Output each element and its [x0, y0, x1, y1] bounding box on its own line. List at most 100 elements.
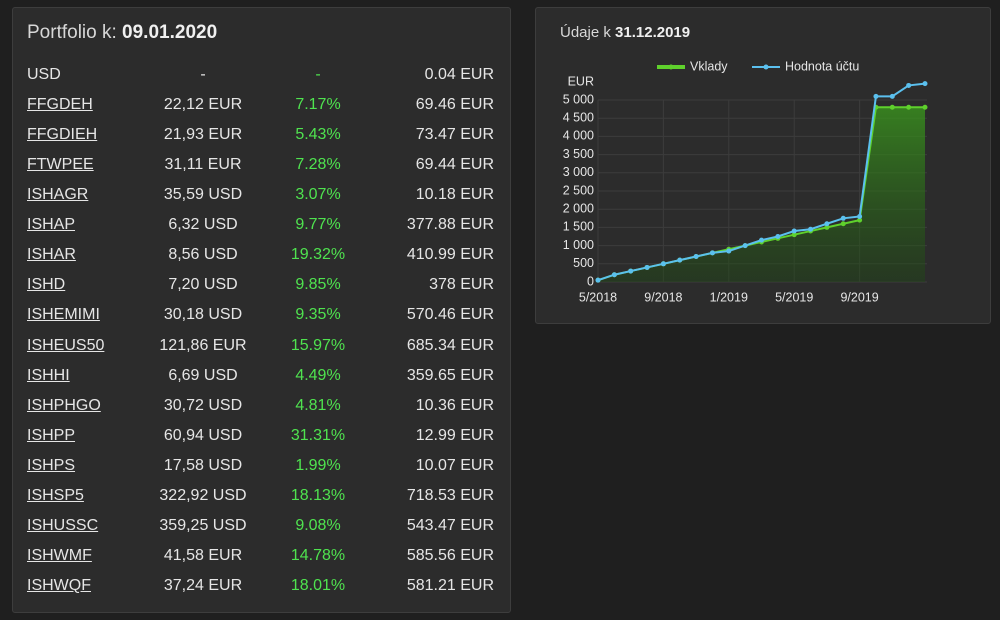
symbol[interactable]: ISHPP [27, 426, 76, 444]
value: 12.99 EUR [415, 426, 494, 444]
y-tick-label: 4 000 [563, 129, 594, 143]
change: 18.13% [290, 486, 346, 504]
change: 3.07% [295, 186, 341, 204]
price: 8,56 USD [168, 246, 238, 264]
holding-row: ISHUSSC 359,25 USD 9.08% 543.47 EUR [13, 517, 512, 547]
symbol[interactable]: FFGDEH [27, 96, 93, 114]
point [595, 277, 601, 283]
y-tick-label: 4 500 [563, 110, 594, 124]
area [598, 107, 925, 282]
change: 4.49% [295, 366, 341, 384]
change: 7.17% [295, 96, 341, 114]
y-tick-label: 500 [573, 256, 594, 270]
change: 9.35% [295, 306, 341, 324]
x-tick-label: 9/2018 [644, 290, 682, 304]
point [726, 248, 732, 254]
symbol[interactable]: ISHSP5 [27, 486, 84, 504]
holding-row: ISHPS 17,58 USD 1.99% 10.07 EUR [13, 457, 512, 487]
point [906, 104, 912, 110]
holding-row: FFGDEH 22,12 EUR 7.17% 69.46 EUR [13, 96, 512, 126]
y-tick-label: 3 500 [563, 147, 594, 161]
price: 6,69 USD [168, 366, 238, 384]
symbol[interactable]: ISHEUS50 [27, 336, 105, 354]
holding-row: ISHEMIMI 30,18 USD 9.35% 570.46 EUR [13, 306, 512, 336]
symbol[interactable]: ISHAP [27, 216, 76, 234]
value: 377.88 EUR [406, 216, 494, 234]
price: 30,18 USD [163, 306, 243, 324]
legend-label: Vklady [690, 59, 728, 73]
holding-row: ISHHI 6,69 USD 4.49% 359.65 EUR [13, 367, 512, 397]
change: 31.31% [290, 426, 346, 444]
point [742, 243, 748, 249]
point [611, 272, 617, 278]
point [709, 250, 715, 256]
point [775, 234, 781, 239]
symbol[interactable]: ISHWQF [27, 577, 91, 595]
value: 359.65 EUR [406, 366, 494, 384]
x-tick-label: 5/2018 [579, 290, 617, 304]
value: 73.47 EUR [415, 126, 494, 144]
portfolio-panel: Portfolio k: 09.01.2020 USD - - 0.04 EUR FFG… [12, 7, 511, 613]
value: 585.56 EUR [406, 546, 494, 564]
change: 7.28% [295, 156, 341, 174]
value: 69.44 EUR [415, 156, 494, 174]
price: 22,12 EUR [163, 96, 243, 114]
holding-row: USD - - 0.04 EUR [13, 66, 512, 96]
price: 35,59 USD [163, 186, 243, 204]
y-axis-label: EUR [568, 74, 594, 88]
symbol[interactable]: FTWPEE [27, 156, 94, 174]
holding-row: ISHWQF 37,24 EUR 18.01% 581.21 EUR [13, 577, 512, 607]
point [644, 264, 650, 270]
symbol[interactable]: ISHPHGO [27, 396, 101, 414]
holding-row: ISHAP 6,32 USD 9.77% 377.88 EUR [13, 216, 512, 246]
price: 37,24 EUR [163, 577, 243, 595]
point [824, 221, 830, 227]
value: 685.34 EUR [406, 336, 494, 354]
title-text: Údaje k [560, 24, 611, 41]
x-tick-label: 5/2019 [775, 290, 813, 304]
holding-row: ISHPP 60,94 USD 31.31% 12.99 EUR [13, 427, 512, 457]
point [889, 93, 895, 99]
symbol[interactable]: ISHAR [27, 246, 76, 264]
y-tick-label: 0 [587, 274, 594, 288]
holding-row: ISHWMF 41,58 EUR 14.78% 585.56 EUR [13, 547, 512, 577]
symbol[interactable]: ISHAGR [27, 186, 89, 204]
y-tick-label: 2 000 [563, 201, 594, 215]
point [857, 213, 863, 219]
symbol[interactable]: ISHHI [27, 366, 70, 384]
price: - [200, 66, 206, 83]
symbol[interactable]: ISHWMF [27, 546, 92, 564]
symbol[interactable]: ISHUSSC [27, 516, 99, 534]
point [660, 261, 666, 267]
y-tick-label: 1 500 [563, 220, 594, 234]
point [906, 82, 912, 88]
legend-swatch [668, 64, 674, 70]
value: 0.04 EUR [424, 66, 494, 83]
value: 69.46 EUR [415, 96, 494, 114]
symbol[interactable]: ISHD [27, 276, 66, 294]
change: 14.78% [290, 546, 346, 564]
point [873, 93, 879, 99]
price: 17,58 USD [163, 456, 243, 474]
point [628, 268, 634, 274]
change: 4.81% [295, 396, 341, 414]
value: 543.47 EUR [406, 516, 494, 534]
value: 10.07 EUR [415, 456, 494, 474]
price: 7,20 USD [168, 276, 238, 294]
point [889, 104, 895, 110]
symbol[interactable]: ISHEMIMI [27, 306, 100, 324]
title-date: 31.12.2019 [615, 24, 691, 41]
legend-label: Hodnota účtu [785, 59, 859, 73]
symbol[interactable]: FFGDIEH [27, 126, 98, 144]
point [840, 215, 846, 221]
point [791, 232, 797, 238]
symbol[interactable]: ISHPS [27, 456, 76, 474]
holding-row: ISHAR 8,56 USD 19.32% 410.99 EUR [13, 246, 512, 276]
chart-title: Údaje k 31.12.2019 [560, 24, 690, 41]
point [759, 237, 764, 243]
price: 6,32 USD [168, 216, 238, 234]
point [857, 217, 863, 223]
change: - [315, 66, 321, 83]
